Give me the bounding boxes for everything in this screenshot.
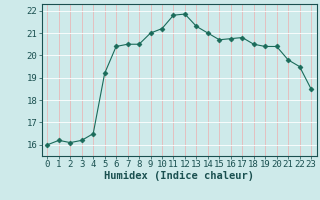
X-axis label: Humidex (Indice chaleur): Humidex (Indice chaleur) <box>104 171 254 181</box>
